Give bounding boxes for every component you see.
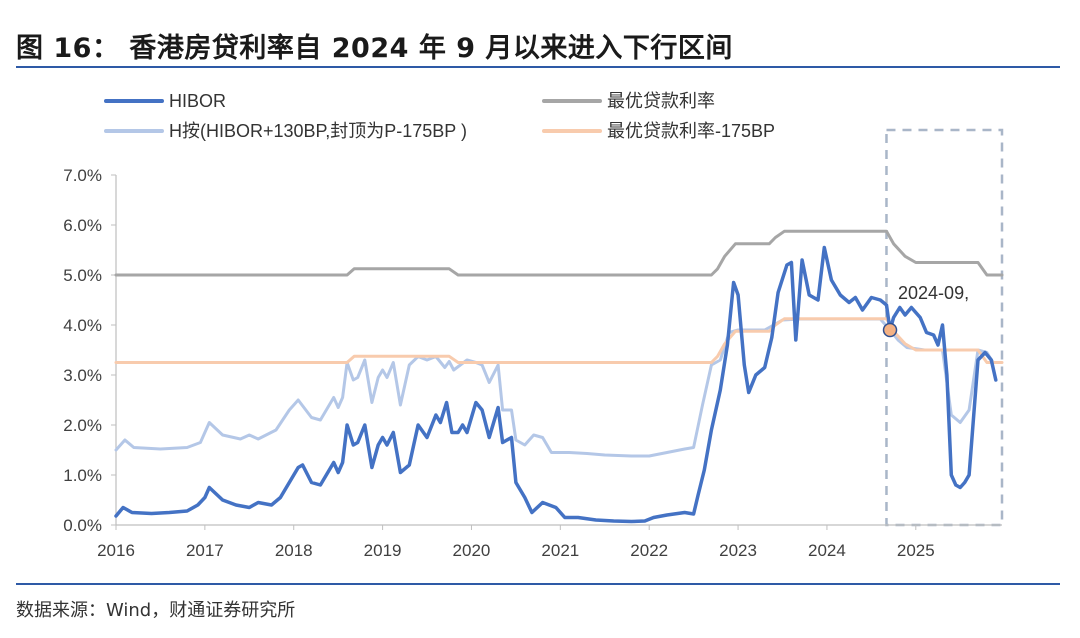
x-tick-label: 2020 — [453, 541, 491, 560]
legend-label: HIBOR — [169, 91, 226, 111]
line-chart: 0.0% 1.0% 2.0% 3.0% 4.0% 5.0% 6.0% 7.0% 2016 2017… — [63, 91, 1004, 560]
legend-label: 最优贷款利率 — [607, 91, 715, 111]
series-line-0 — [114, 317, 995, 458]
x-tick-label: 2025 — [897, 541, 935, 560]
y-tick-label: 3.0% — [63, 366, 102, 385]
x-tick-label: 2018 — [275, 541, 313, 560]
y-tick-label: 5.0% — [63, 266, 102, 285]
source-note: 数据来源：Wind，财通证券研究所 — [16, 600, 296, 621]
series-line-3 — [114, 245, 998, 524]
y-tick-label: 0.0% — [63, 516, 102, 535]
figure-title: 图 16： 香港房贷利率自 2024 年 9 月以来进入下行区间 — [16, 33, 733, 64]
x-tick-label: 2022 — [630, 541, 668, 560]
x-tick-label: 2023 — [719, 541, 757, 560]
x-tick-label: 2016 — [97, 541, 135, 560]
title-rule — [16, 66, 1060, 68]
legend-label: H按(HIBOR+130BP,封顶为P-175BP ) — [169, 121, 467, 141]
annotation-marker — [882, 322, 898, 338]
series-line-2 — [114, 317, 1004, 364]
annotation-label: 2024-09, — [898, 283, 969, 303]
y-tick-label: 7.0% — [63, 166, 102, 185]
x-tick-label: 2021 — [541, 541, 579, 560]
y-tick-label: 4.0% — [63, 316, 102, 335]
footer-rule — [16, 583, 1060, 585]
x-tick-label: 2019 — [364, 541, 402, 560]
y-tick-label: 6.0% — [63, 216, 102, 235]
y-tick-label: 1.0% — [63, 466, 102, 485]
x-tick-label: 2017 — [186, 541, 224, 560]
y-tick-label: 2.0% — [63, 416, 102, 435]
series-line-1 — [114, 229, 1004, 277]
x-tick-label: 2024 — [808, 541, 846, 560]
legend-label: 最优贷款利率-175BP — [607, 121, 775, 141]
